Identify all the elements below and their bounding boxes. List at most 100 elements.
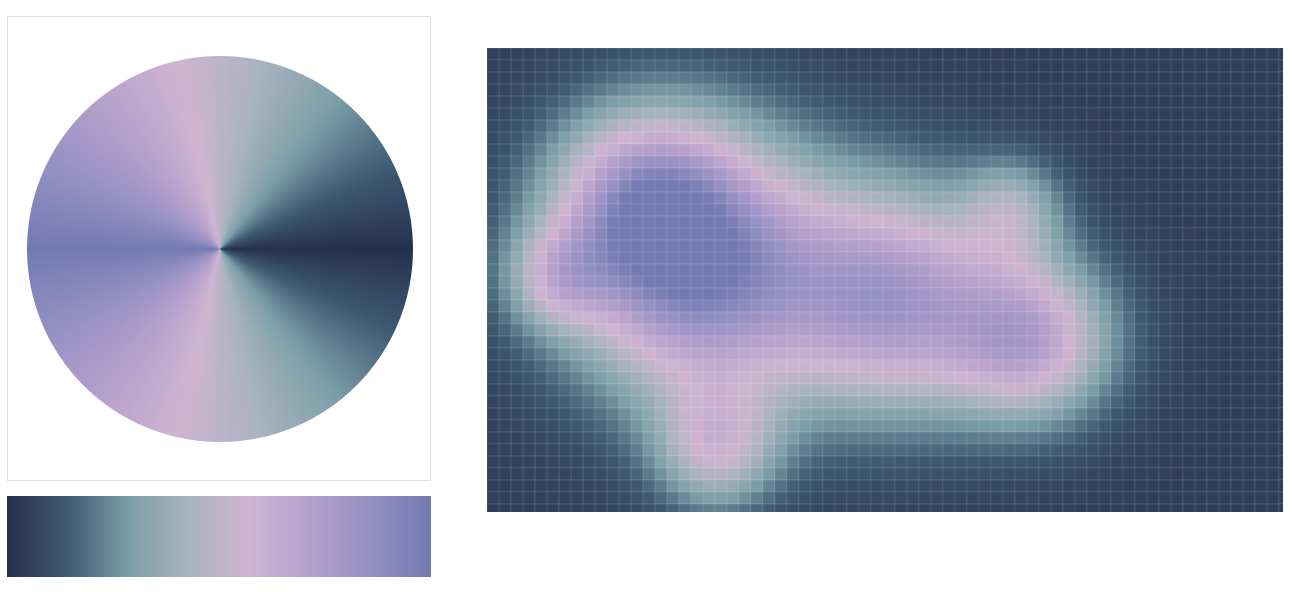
heat-cell	[738, 131, 752, 145]
heat-cell	[834, 407, 848, 421]
heat-cell	[810, 347, 824, 361]
heat-cell	[678, 479, 692, 493]
heat-cell	[654, 263, 668, 277]
heat-cell	[1098, 371, 1112, 385]
heat-cell	[1230, 371, 1244, 385]
heat-cell	[534, 179, 548, 193]
heat-cell	[942, 95, 956, 109]
heat-cell	[1146, 215, 1160, 229]
heat-cell	[1014, 383, 1028, 397]
heat-cell	[726, 347, 740, 361]
heat-cell	[1170, 299, 1184, 313]
heat-cell	[1230, 131, 1244, 145]
heat-cell	[966, 311, 980, 325]
heat-cell	[1098, 443, 1112, 457]
heat-cell	[738, 479, 752, 493]
heat-cell	[810, 227, 824, 241]
heat-cell	[738, 395, 752, 409]
heat-cell	[822, 203, 836, 217]
heat-cell	[1170, 503, 1184, 512]
heat-cell	[1062, 383, 1076, 397]
heat-cell	[858, 191, 872, 205]
heat-cell	[642, 251, 656, 265]
heat-cell	[570, 359, 584, 373]
heat-cell	[1266, 395, 1280, 409]
heat-cell	[966, 191, 980, 205]
heat-cell	[1062, 467, 1076, 481]
heat-cell	[690, 323, 704, 337]
heat-cell	[870, 287, 884, 301]
heat-cell	[990, 71, 1004, 85]
heat-cell	[618, 251, 632, 265]
heat-cell	[1122, 311, 1136, 325]
heat-cell	[642, 491, 656, 505]
heat-cell	[942, 119, 956, 133]
heat-cell	[1086, 419, 1100, 433]
heat-cell	[1278, 491, 1283, 505]
heat-cell	[487, 479, 500, 493]
heat-cell	[498, 275, 512, 289]
heat-cell	[678, 311, 692, 325]
heat-cell	[882, 335, 896, 349]
heat-cell	[1170, 179, 1184, 193]
heat-cell	[774, 287, 788, 301]
heat-cell	[678, 299, 692, 313]
heat-cell	[606, 155, 620, 169]
heat-cell	[510, 383, 524, 397]
heat-cell	[762, 227, 776, 241]
heat-cell	[834, 395, 848, 409]
heat-cell	[1062, 359, 1076, 373]
heat-cell	[822, 167, 836, 181]
heat-cell	[487, 347, 500, 361]
heat-cell	[1146, 503, 1160, 512]
heat-cell	[546, 443, 560, 457]
heat-cell	[990, 107, 1004, 121]
heat-cell	[1158, 59, 1172, 73]
heat-cell	[858, 491, 872, 505]
heat-cell	[1242, 395, 1256, 409]
heat-cell	[1146, 131, 1160, 145]
heat-cell	[618, 227, 632, 241]
heat-cell	[606, 311, 620, 325]
heat-cell	[1050, 179, 1064, 193]
heat-cell	[666, 443, 680, 457]
heat-cell	[954, 311, 968, 325]
heat-cell	[642, 455, 656, 469]
heat-cell	[1014, 251, 1028, 265]
heat-cell	[798, 119, 812, 133]
heat-cell	[894, 299, 908, 313]
heat-cell	[1134, 251, 1148, 265]
heat-cell	[546, 299, 560, 313]
heat-cell	[1146, 95, 1160, 109]
heat-cell	[558, 107, 572, 121]
heat-cell	[1014, 479, 1028, 493]
heat-cell	[1086, 251, 1100, 265]
heat-cell	[606, 503, 620, 512]
heat-cell	[846, 59, 860, 73]
heat-cell	[487, 203, 500, 217]
heat-cell	[990, 479, 1004, 493]
heat-cell	[1050, 383, 1064, 397]
heat-cell	[1218, 131, 1232, 145]
heat-cell	[1242, 203, 1256, 217]
heat-cell	[942, 503, 956, 512]
heat-cell	[1134, 155, 1148, 169]
heat-cell	[510, 443, 524, 457]
heat-cell	[1278, 419, 1283, 433]
heat-cell	[1170, 407, 1184, 421]
heat-cell	[762, 503, 776, 512]
heat-cell	[1074, 335, 1088, 349]
heat-cell	[1098, 263, 1112, 277]
heat-cell	[1158, 71, 1172, 85]
heat-cell	[990, 395, 1004, 409]
heat-cell	[1062, 179, 1076, 193]
heat-cell	[1242, 359, 1256, 373]
heat-cell	[1110, 155, 1124, 169]
heat-cell	[678, 335, 692, 349]
heat-cell	[1050, 311, 1064, 325]
heat-cell	[1038, 455, 1052, 469]
heat-cell	[546, 143, 560, 157]
heat-cell	[918, 443, 932, 457]
heat-cell	[954, 227, 968, 241]
heat-cell	[1014, 275, 1028, 289]
